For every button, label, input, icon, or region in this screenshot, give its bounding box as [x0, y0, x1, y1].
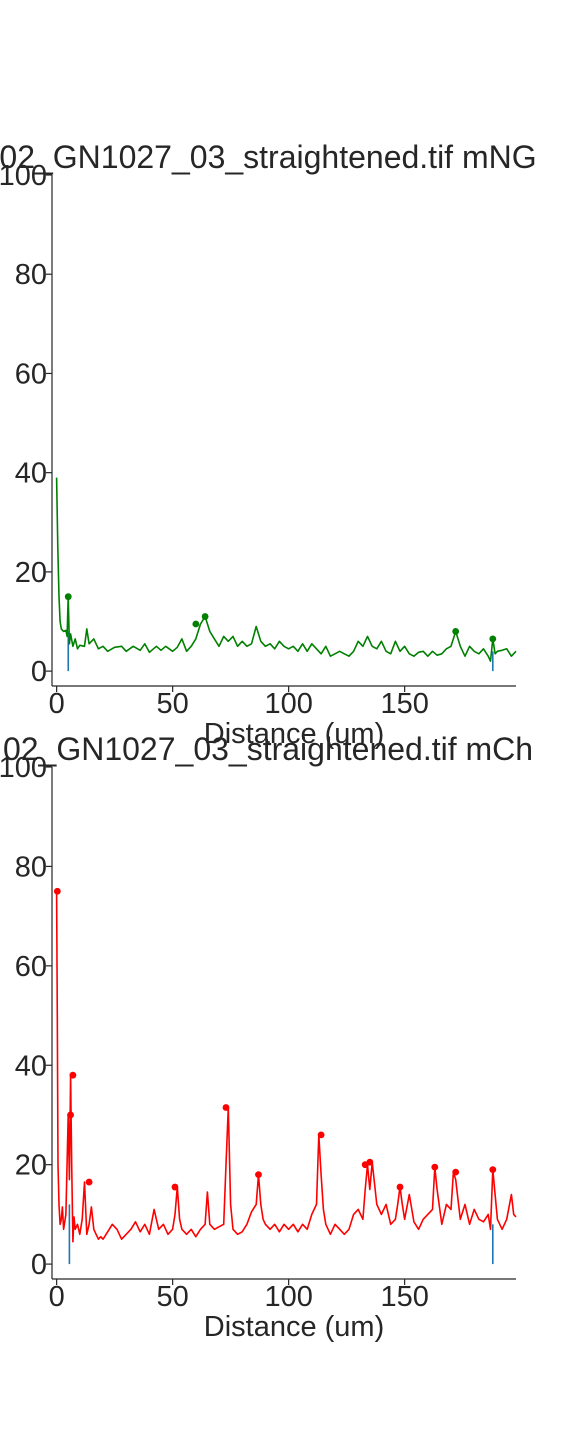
intensity-profile-line	[55, 891, 517, 1243]
peak-point	[192, 620, 200, 628]
y-tick-label: 40	[15, 458, 47, 490]
y-tick-label: 80	[15, 851, 47, 883]
axis-ticks: 0 20 40 60 80 100 0 50 100 150	[0, 752, 429, 1313]
y-tick-label: 0	[31, 1249, 47, 1281]
peak-point	[255, 1171, 262, 1179]
x-tick-label: 50	[157, 1281, 189, 1313]
peak-point	[396, 1183, 404, 1191]
y-tick-label: 0	[31, 656, 47, 688]
peak-point	[366, 1158, 374, 1166]
y-tick-label: 100	[0, 160, 47, 192]
x-tick-label: 0	[49, 688, 65, 720]
y-tick-label: 20	[15, 1150, 47, 1182]
plot-area	[55, 477, 517, 672]
peak-point	[222, 1104, 230, 1111]
x-tick-label: 100	[264, 688, 312, 720]
peak-point	[171, 1183, 179, 1191]
peak-point	[489, 635, 497, 643]
y-tick-label: 60	[15, 951, 47, 983]
axis-ticks: 0 20 40 60 80 100 0 50 100 150	[0, 160, 429, 720]
x-tick-label: 150	[380, 1281, 428, 1313]
x-tick-label: 0	[49, 1281, 65, 1313]
peak-point	[64, 593, 72, 601]
peak-point	[489, 1166, 497, 1174]
x-tick-label: 150	[380, 688, 428, 720]
y-tick-label: 40	[15, 1050, 47, 1082]
peak-point	[452, 1168, 460, 1176]
x-tick-label: 100	[264, 1281, 312, 1313]
peak-point	[452, 628, 460, 635]
peak-point	[431, 1163, 439, 1171]
mch-profile-panel: 02_GN1027_03_straightened.tif mCh 0 20 40 6…	[0, 731, 533, 1343]
peak-point	[85, 1178, 93, 1186]
intensity-profile-line	[55, 477, 517, 663]
x-axis-label: Distance (um)	[204, 1311, 385, 1343]
mng-profile-panel: 02_GN1027_03_straightened.tif mNG 0 20 40 6…	[0, 139, 537, 750]
peak-point	[67, 1111, 74, 1119]
y-tick-label: 20	[15, 557, 47, 589]
chart-title: 02_GN1027_03_straightened.tif mNG	[0, 139, 537, 175]
peak-point	[69, 1071, 77, 1079]
plot-area	[53, 887, 517, 1265]
y-tick-label: 60	[15, 358, 47, 390]
x-tick-label: 50	[157, 688, 189, 720]
peak-point	[201, 613, 209, 620]
peak-point	[53, 887, 61, 895]
peak-point	[317, 1131, 325, 1139]
chart-title: 02_GN1027_03_straightened.tif mCh	[3, 731, 533, 767]
x-axis-label: Distance (um)	[204, 718, 385, 750]
y-tick-label: 80	[15, 259, 47, 291]
y-tick-label: 100	[0, 752, 47, 784]
